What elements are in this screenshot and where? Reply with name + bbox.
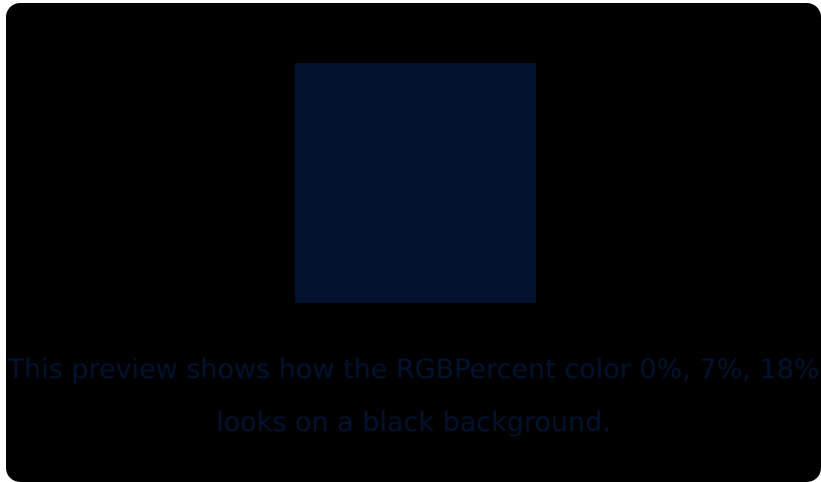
preview-caption: This preview shows how the RGBPercent co… xyxy=(7,354,820,438)
preview-panel: This preview shows how the RGBPercent co… xyxy=(6,3,821,482)
color-swatch xyxy=(295,63,536,303)
